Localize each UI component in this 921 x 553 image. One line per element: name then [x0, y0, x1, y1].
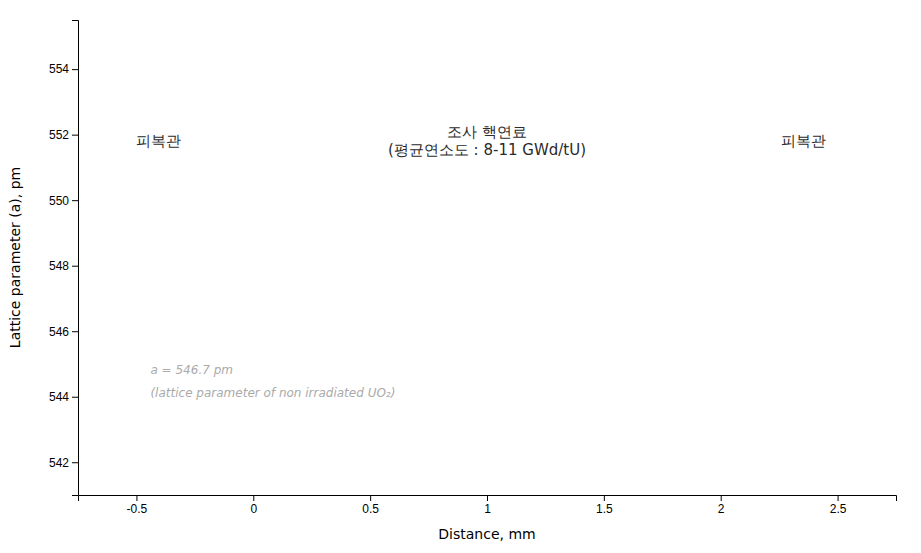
x-tick-label: 1.5 [596, 502, 613, 516]
x-tick-mark [370, 495, 371, 501]
y-tick-mark [72, 266, 78, 267]
y-tick-mark [72, 331, 78, 332]
annotation: (lattice parameter of non irradiated UO₂… [150, 386, 395, 400]
y-axis-title: Lattice parameter (a), pm [7, 167, 23, 348]
annotation: 피복관 [781, 132, 826, 150]
x-tick-mark [253, 495, 254, 501]
x-tick: 0 [250, 495, 257, 516]
y-tick: 542 [49, 456, 78, 470]
annotation: (평균연소도 : 8-11 GWd/tU) [388, 141, 586, 159]
x-tick-mark [721, 495, 722, 501]
x-tick-label: 0.5 [362, 502, 379, 516]
y-tick: 554 [49, 62, 78, 76]
y-tick: 546 [49, 325, 78, 339]
y-tick-label: 544 [49, 390, 69, 404]
x-tick-label: 2.5 [830, 502, 847, 516]
y-tick-mark [72, 397, 78, 398]
x-tick: 0.5 [362, 495, 379, 516]
y-tick-label: 546 [49, 325, 69, 339]
plot: -0.5 0 0.5 1 1.5 2 2.5 542 544 546 548 550 552 554 피복관… [49, 21, 897, 516]
y-axis: 542 544 546 548 550 552 554 [49, 21, 79, 496]
y-tick-label: 554 [49, 62, 69, 76]
y-tick: 548 [49, 259, 78, 273]
y-axis-line [72, 21, 79, 496]
x-tick-label: 0 [250, 502, 257, 516]
x-tick: 1 [484, 495, 491, 516]
y-tick-mark [72, 69, 78, 70]
y-tick: 552 [49, 128, 78, 142]
x-tick-mark [604, 495, 605, 501]
x-tick-mark [136, 495, 137, 501]
x-tick-mark [487, 495, 488, 501]
annotation: a = 546.7 pm [150, 363, 233, 377]
x-axis-title: Distance, mm [438, 526, 535, 542]
annotation: 조사 핵연료 [447, 123, 527, 141]
y-tick: 544 [49, 390, 78, 404]
x-tick-mark [838, 495, 839, 501]
y-tick-label: 548 [49, 259, 69, 273]
y-tick: 550 [49, 194, 78, 208]
x-tick-label: -0.5 [127, 502, 148, 516]
x-axis-line [79, 496, 897, 502]
annotations: 피복관 조사 핵연료(평균연소도 : 8-11 GWd/tU) 피복관 a = 546… [136, 123, 825, 400]
y-tick-mark [72, 200, 78, 201]
x-tick-label: 2 [718, 502, 725, 516]
y-tick-mark [72, 135, 78, 136]
x-tick: 1.5 [596, 495, 613, 516]
x-tick: 2.5 [830, 495, 847, 516]
y-tick-mark [72, 462, 78, 463]
y-tick-label: 550 [49, 194, 69, 208]
y-tick-label: 542 [49, 456, 69, 470]
x-tick: -0.5 [127, 495, 148, 516]
y-tick-label: 552 [49, 128, 69, 142]
annotation: 피복관 [136, 132, 181, 150]
chart: -0.5 0 0.5 1 1.5 2 2.5 542 544 546 548 550 552 554 피복관… [0, 0, 921, 553]
x-tick-label: 1 [484, 502, 491, 516]
x-tick: 2 [718, 495, 725, 516]
x-axis: -0.5 0 0.5 1 1.5 2 2.5 [79, 495, 897, 516]
